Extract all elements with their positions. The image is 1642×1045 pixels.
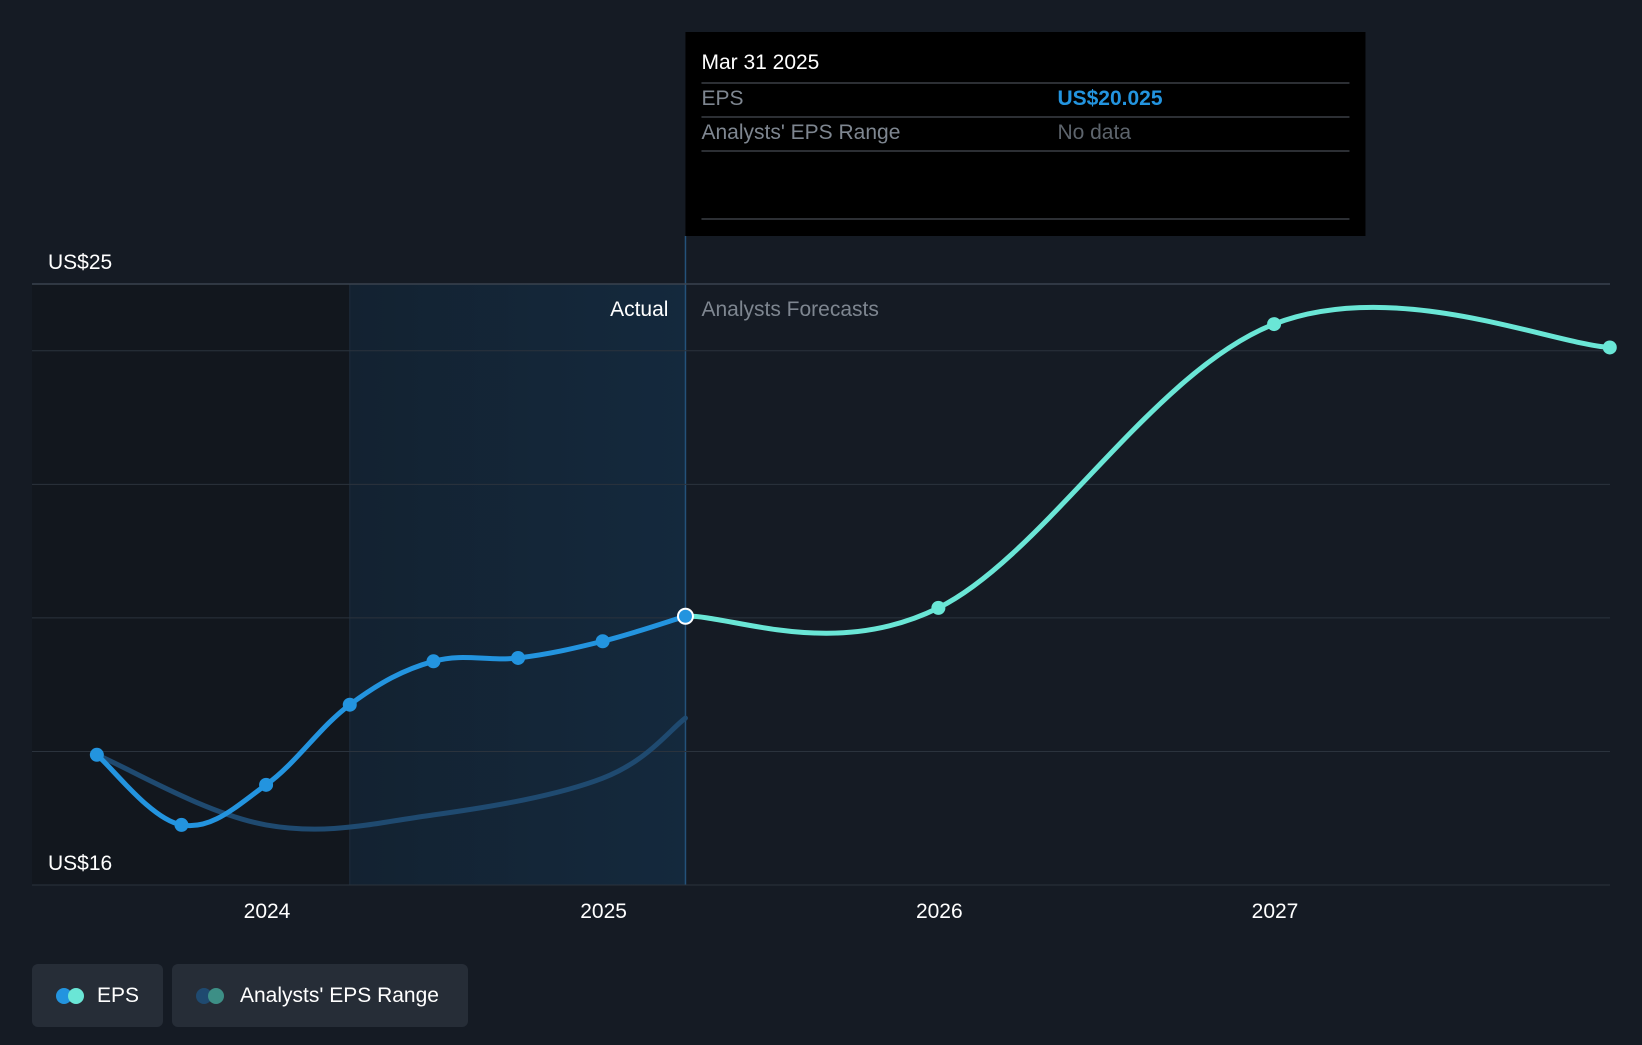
past-region [32,284,350,885]
legend-label-analysts-eps-range: Analysts' EPS Range [240,983,439,1007]
eps-actual-point [259,777,274,792]
eps-forecast-point [931,600,946,615]
eps-highlighted-point [676,607,694,625]
tooltip-row-value: No data [1057,121,1131,144]
tooltip-row-value: US$20.025 [1057,87,1162,110]
legend-item-eps[interactable]: EPS [32,964,163,1027]
forecast-label: Analysts Forecasts [701,298,878,321]
actual-label: Actual [610,298,668,321]
chart-gridlines [32,283,1610,886]
x-tick-label: 2025 [580,900,627,923]
eps-actual-point [595,634,610,649]
tooltip-date: Mar 31 2025 [701,51,819,74]
eps-legend-icon [56,987,84,1004]
tooltip: Mar 31 2025 EPS US$20.025 Analysts' EPS Ran… [685,32,1366,236]
x-tick-label: 2026 [916,900,963,923]
eps-actual-point [174,817,189,832]
x-tick-label: 2024 [244,900,291,923]
chart-points [89,317,1617,832]
legend-label-eps: EPS [96,983,139,1007]
eps-forecast-point [1267,317,1282,332]
tooltip-row-label: EPS [701,87,743,110]
range-dot-light [208,987,224,1004]
eps-actual-point [89,747,104,762]
tooltip-row-label: Analysts' EPS Range [701,121,900,144]
eps-actual-point [426,654,441,669]
legend-item-analysts-eps-range[interactable]: Analysts' EPS Range [172,964,468,1027]
series-line-eps-forecast [682,304,1613,636]
y-tick-label: US$16 [48,852,112,875]
actual-region [349,284,686,885]
chart-labels: US$25 US$16 2024 2025 2026 2027 Actual Analysts… [48,251,1298,923]
chart-regions [32,236,687,885]
range-legend-icon [196,987,226,1004]
series-line-analysts-eps-range [94,715,688,832]
eps-actual-point [342,697,357,712]
y-tick-label: US$25 [48,251,112,274]
tooltip-box [685,32,1366,236]
eps-forecast-point [1602,340,1617,355]
eps-actual-point [511,650,526,665]
eps-forecast-dot [68,987,84,1004]
x-tick-label: 2027 [1252,900,1299,923]
